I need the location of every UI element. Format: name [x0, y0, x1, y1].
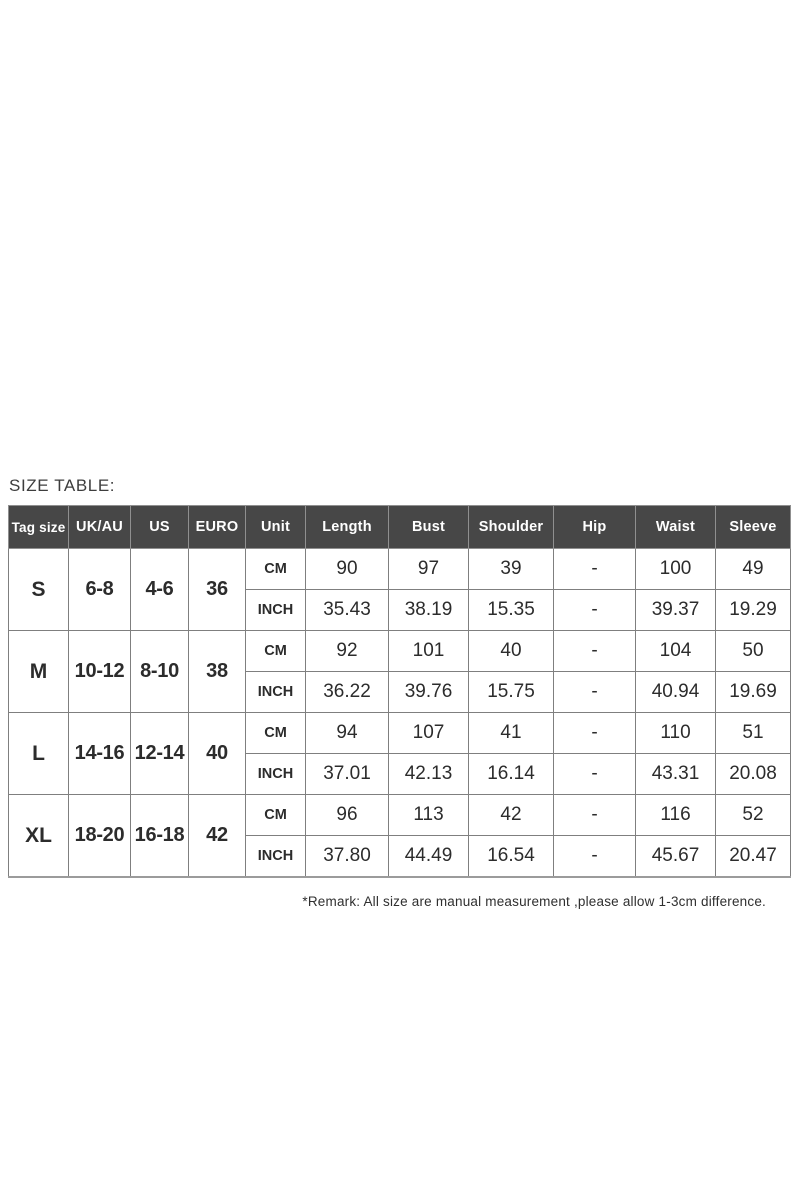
value-sleeve: 19.69 — [715, 671, 791, 713]
row-s-cm: S 6-8 4-6 36 CM 90 97 39 - 100 49 — [8, 548, 791, 631]
value-length: 90 — [305, 548, 389, 590]
size-ukau: 6-8 — [68, 548, 131, 631]
value-bust: 107 — [388, 712, 469, 754]
page-title: SIZE TABLE: — [9, 476, 116, 495]
size-tag: L — [8, 712, 69, 795]
value-hip: - — [553, 753, 636, 795]
remark-note: *Remark: All size are manual measurement… — [302, 894, 766, 909]
value-waist: 100 — [635, 548, 716, 590]
value-waist: 110 — [635, 712, 716, 754]
size-tag: M — [8, 630, 69, 713]
header-euro: EURO — [188, 505, 246, 549]
value-sleeve: 50 — [715, 630, 791, 672]
value-length: 36.22 — [305, 671, 389, 713]
value-bust: 101 — [388, 630, 469, 672]
value-shoulder: 16.54 — [468, 835, 554, 878]
value-length: 37.01 — [305, 753, 389, 795]
size-tag: XL — [8, 794, 69, 878]
header-shoulder: Shoulder — [468, 505, 554, 549]
row-l-cm: L 14-16 12-14 40 CM 94 107 41 - 110 51 — [8, 712, 791, 795]
row-xl-cm: XL 18-20 16-18 42 CM 96 113 42 - 116 52 — [8, 794, 791, 878]
value-shoulder: 41 — [468, 712, 554, 754]
value-hip: - — [553, 671, 636, 713]
value-bust: 38.19 — [388, 589, 469, 631]
value-length: 37.80 — [305, 835, 389, 878]
value-sleeve: 51 — [715, 712, 791, 754]
value-hip: - — [553, 630, 636, 672]
size-euro: 38 — [188, 630, 246, 713]
size-us: 4-6 — [130, 548, 189, 631]
value-sleeve: 49 — [715, 548, 791, 590]
value-sleeve: 19.29 — [715, 589, 791, 631]
size-euro: 40 — [188, 712, 246, 795]
value-waist: 39.37 — [635, 589, 716, 631]
value-waist: 45.67 — [635, 835, 716, 878]
value-hip: - — [553, 548, 636, 590]
size-chart-section: SIZE TABLE: Tag size UK/AU US EURO Unit … — [8, 476, 791, 909]
size-us: 12-14 — [130, 712, 189, 795]
value-waist: 116 — [635, 794, 716, 836]
value-waist: 40.94 — [635, 671, 716, 713]
value-sleeve: 52 — [715, 794, 791, 836]
row-l-inch: INCH 37.01 42.13 16.14 - 43.31 20.08 — [9, 753, 791, 795]
header-length: Length — [305, 505, 389, 549]
value-length: 96 — [305, 794, 389, 836]
size-euro: 36 — [188, 548, 246, 631]
size-us: 8-10 — [130, 630, 189, 713]
header-sleeve: Sleeve — [715, 505, 791, 549]
value-shoulder: 15.75 — [468, 671, 554, 713]
value-bust: 113 — [388, 794, 469, 836]
value-hip: - — [553, 794, 636, 836]
row-m-cm: M 10-12 8-10 38 CM 92 101 40 - 104 50 — [8, 630, 791, 713]
size-ukau: 14-16 — [68, 712, 131, 795]
size-ukau: 10-12 — [68, 630, 131, 713]
unit-label: CM — [245, 794, 306, 836]
header-hip: Hip — [553, 505, 636, 549]
unit-label: CM — [245, 712, 306, 754]
header-bust: Bust — [388, 505, 469, 549]
row-xl-inch: INCH 37.80 44.49 16.54 - 45.67 20.47 — [9, 835, 791, 878]
value-length: 94 — [305, 712, 389, 754]
size-table: Tag size UK/AU US EURO Unit Length Bust … — [8, 505, 791, 878]
size-euro: 42 — [188, 794, 246, 878]
header-us: US — [130, 505, 189, 549]
value-waist: 104 — [635, 630, 716, 672]
unit-label: INCH — [245, 589, 306, 631]
size-us: 16-18 — [130, 794, 189, 878]
value-shoulder: 15.35 — [468, 589, 554, 631]
header-waist: Waist — [635, 505, 716, 549]
header-row: Tag size UK/AU US EURO Unit Length Bust … — [8, 505, 791, 549]
value-hip: - — [553, 589, 636, 631]
value-bust: 97 — [388, 548, 469, 590]
value-shoulder: 39 — [468, 548, 554, 590]
unit-label: CM — [245, 548, 306, 590]
size-ukau: 18-20 — [68, 794, 131, 878]
value-sleeve: 20.08 — [715, 753, 791, 795]
header-uk-au: UK/AU — [68, 505, 131, 549]
unit-label: INCH — [245, 835, 306, 878]
value-length: 35.43 — [305, 589, 389, 631]
value-shoulder: 16.14 — [468, 753, 554, 795]
unit-label: CM — [245, 630, 306, 672]
value-hip: - — [553, 835, 636, 878]
value-bust: 44.49 — [388, 835, 469, 878]
value-shoulder: 42 — [468, 794, 554, 836]
value-hip: - — [553, 712, 636, 754]
row-s-inch: INCH 35.43 38.19 15.35 - 39.37 19.29 — [9, 589, 791, 631]
size-tag: S — [8, 548, 69, 631]
value-shoulder: 40 — [468, 630, 554, 672]
value-bust: 39.76 — [388, 671, 469, 713]
value-sleeve: 20.47 — [715, 835, 791, 878]
header-tag-size: Tag size — [8, 505, 69, 549]
unit-label: INCH — [245, 753, 306, 795]
value-length: 92 — [305, 630, 389, 672]
value-waist: 43.31 — [635, 753, 716, 795]
value-bust: 42.13 — [388, 753, 469, 795]
unit-label: INCH — [245, 671, 306, 713]
header-unit: Unit — [245, 505, 306, 549]
